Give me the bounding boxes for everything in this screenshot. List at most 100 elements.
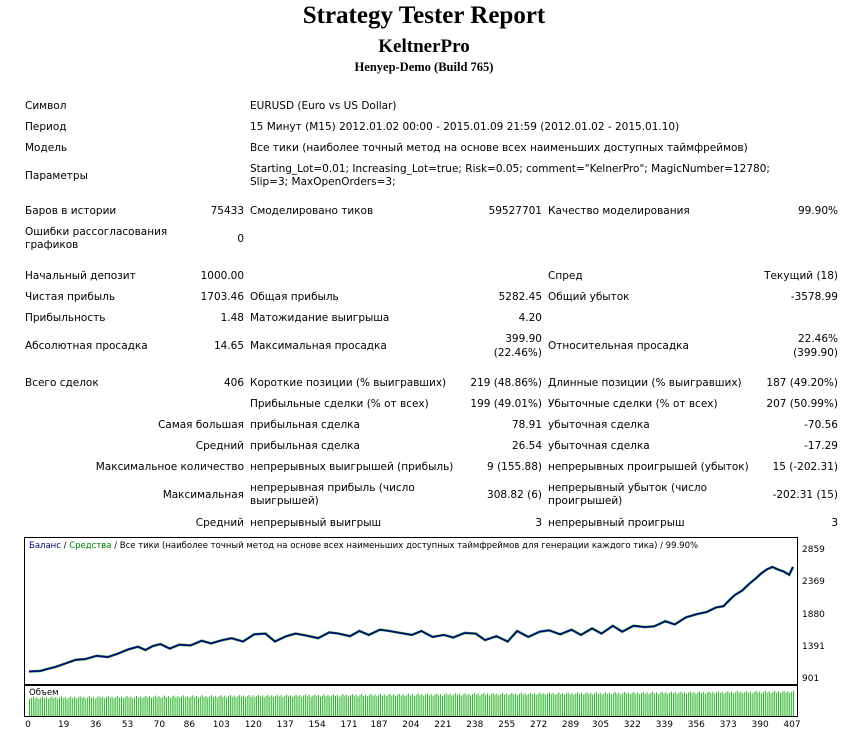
volume-bar (250, 696, 252, 716)
volume-bar (395, 696, 396, 716)
volume-bar (233, 695, 235, 716)
volume-bar (772, 692, 774, 716)
volume-bar (768, 691, 770, 716)
volume-bar (453, 694, 455, 716)
volume-bar (532, 694, 534, 716)
volume-bar (87, 697, 89, 716)
volume-bar (603, 693, 605, 716)
volume-bar (624, 691, 626, 716)
volume-bar (62, 698, 64, 716)
volume-bar (173, 695, 175, 716)
volume-bar (81, 698, 83, 716)
volume-bar (425, 694, 427, 716)
volume-bar (586, 692, 588, 716)
volume-bar (258, 694, 259, 716)
volume-bar (94, 698, 96, 716)
volume-bar (590, 692, 592, 716)
errors-label: Ошибки рассогласования графиков (25, 226, 168, 251)
volume-bar (701, 693, 702, 716)
volume-bar (158, 696, 160, 716)
x-tick-label: 373 (719, 720, 737, 730)
volume-bar (306, 696, 308, 716)
largest-loss-value: -70.56 (804, 419, 838, 431)
volume-bar (248, 694, 250, 716)
volume-bar (229, 695, 231, 716)
volume-bar (115, 697, 117, 716)
volume-bar (134, 697, 136, 716)
volume-bar (269, 696, 271, 716)
volume-bar (582, 694, 584, 716)
largest-label: Самая большая (158, 419, 244, 431)
volume-bar (595, 692, 597, 716)
volume-bar (130, 696, 132, 716)
volume-bar (38, 698, 40, 716)
model-label: Модель (25, 142, 68, 154)
volume-bar (154, 695, 156, 716)
volume-bar (432, 695, 434, 716)
volume-bar (417, 693, 419, 716)
volume-bar (515, 693, 517, 716)
volume-bar (599, 692, 601, 716)
volume-bar (301, 696, 303, 716)
volume-bar (107, 696, 109, 716)
volume-bar (42, 696, 44, 716)
rel-drawdown-label: Относительная просадка (548, 340, 689, 352)
volume-bar (284, 695, 286, 716)
x-tick-label: 103 (212, 720, 230, 730)
volume-bar (57, 698, 59, 716)
volume-bar (271, 695, 273, 716)
avg-cons-losses-value: 3 (831, 517, 838, 529)
volume-bar (605, 692, 607, 716)
spread-value: Текущий (18) (764, 270, 838, 282)
volume-bar (408, 693, 410, 716)
volume-bar (671, 691, 672, 716)
volume-bar (151, 698, 152, 716)
max-cons-profit-label: непрерывная прибыль (число выигрышей) (250, 482, 415, 507)
volume-bar (505, 693, 507, 716)
deposit-label: Начальный депозит (25, 270, 136, 282)
volume-bar (374, 694, 376, 716)
volume-bar (644, 693, 646, 716)
volume-bar (517, 695, 519, 716)
volume-bar (573, 694, 575, 716)
volume-bar (783, 690, 785, 716)
volume-bar (241, 696, 243, 716)
x-tick-label: 356 (687, 720, 705, 730)
volume-bar (312, 695, 314, 716)
volume-bar (708, 691, 710, 716)
volume-bar (391, 695, 393, 716)
volume-bar (167, 696, 169, 716)
volume-bar (736, 691, 738, 716)
volume-bar (541, 694, 543, 716)
gross-loss-value: -3578.99 (790, 291, 838, 303)
volume-bar (549, 692, 550, 716)
volume-bar (100, 697, 102, 716)
volume-bar (297, 696, 299, 716)
x-tick-label: 120 (244, 720, 262, 730)
bars-label: Баров в истории (25, 205, 117, 217)
y-tick-label: 2369 (802, 577, 825, 587)
volume-bar (740, 691, 742, 716)
volume-bar (785, 692, 787, 716)
volume-bar (314, 694, 316, 716)
volume-bar (68, 697, 70, 716)
volume-bar (627, 692, 629, 716)
volume-bar (779, 693, 781, 716)
volume-bar (190, 696, 192, 716)
volume-bar (383, 694, 385, 716)
volume-bar (182, 695, 184, 716)
volume-bar (385, 696, 387, 716)
volume-bar (592, 694, 594, 716)
volume-bar (511, 692, 513, 716)
volume-bar (109, 697, 111, 716)
bars-value: 75433 (210, 205, 244, 217)
chart-legend: Баланс / Средства / Все тики (наиболее т… (29, 541, 698, 551)
balance-chart: Баланс / Средства / Все тики (наиболее т… (24, 537, 798, 685)
volume-bar (197, 697, 199, 716)
volume-bar (147, 697, 149, 716)
volume-bar (226, 697, 228, 716)
volume-bar (102, 696, 104, 716)
gross-profit-value: 5282.45 (498, 291, 542, 303)
volume-bar (436, 693, 438, 716)
volume-bar (547, 693, 549, 716)
